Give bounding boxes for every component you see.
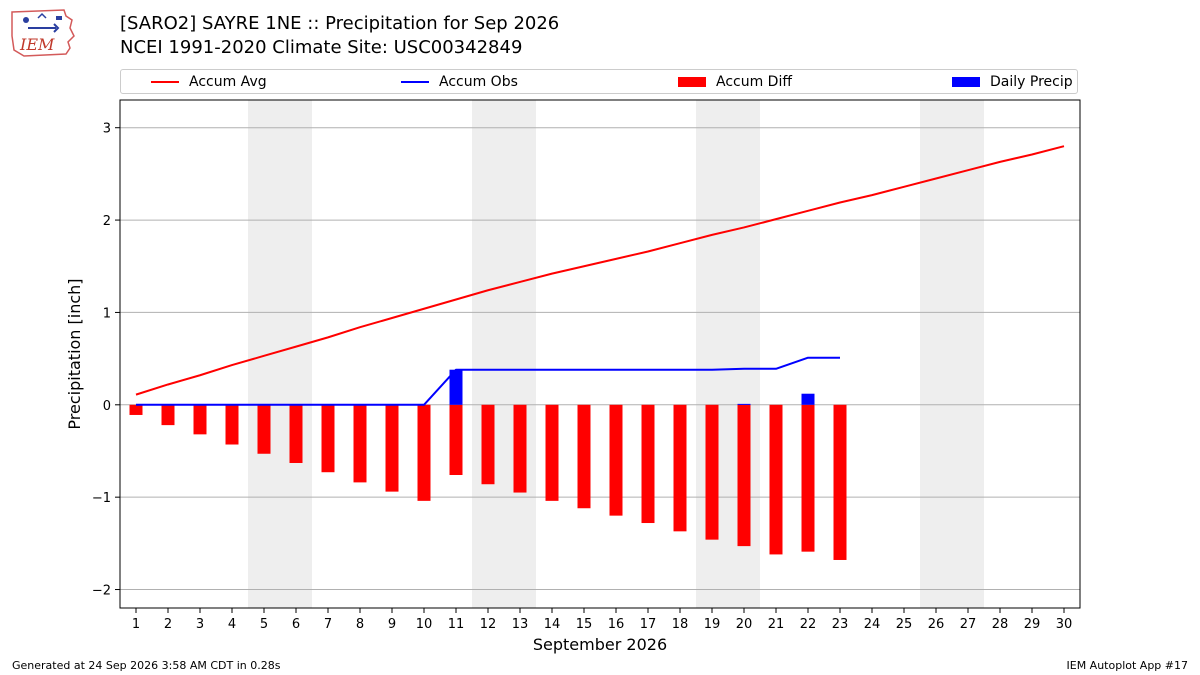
accum-diff-bar (257, 404, 271, 454)
x-tick-label: 12 (480, 617, 497, 632)
bars (129, 369, 847, 560)
y-tick-label: 1 (103, 306, 111, 321)
daily-precip-bar (801, 393, 815, 405)
legend-item-daily-precip: Daily Precip (952, 73, 1073, 91)
x-tick-label: 28 (992, 617, 1009, 632)
x-tick-label: 30 (1056, 617, 1073, 632)
accum-diff-bar (193, 404, 207, 435)
x-tick-label: 17 (640, 617, 657, 632)
accum-diff-bar (801, 404, 815, 552)
x-tick-label: 11 (448, 617, 465, 632)
y-tick-label: 3 (103, 122, 111, 137)
x-tick-label: 9 (388, 617, 396, 632)
x-tick-label: 29 (1024, 617, 1041, 632)
x-tick-label: 27 (960, 617, 977, 632)
accum-diff-bar (449, 404, 463, 475)
x-tick-label: 6 (292, 617, 300, 632)
legend-label-accum-obs: Accum Obs (439, 74, 518, 90)
accum-diff-bar (385, 404, 399, 492)
weekend-band-4 (920, 100, 984, 608)
x-tick-label: 16 (608, 617, 625, 632)
footer-app: IEM Autoplot App #17 (1066, 659, 1189, 672)
y-tick-label: 0 (103, 399, 111, 414)
x-tick-label: 10 (416, 617, 433, 632)
accum-diff-bar (833, 404, 847, 560)
daily-precip-bar (449, 369, 463, 405)
accum-diff-bar (321, 404, 335, 473)
y-tick-label: 2 (103, 214, 111, 229)
accum-diff-bar (513, 404, 527, 493)
x-tick-label: 14 (544, 617, 561, 632)
legend-swatch-accum-avg (151, 81, 179, 83)
x-tick-label: 8 (356, 617, 364, 632)
logo-text: IEM (19, 35, 55, 54)
x-tick-label: 4 (228, 617, 236, 632)
series-lines (135, 145, 1065, 406)
accum-diff-bar (609, 404, 623, 516)
x-tick-label: 5 (260, 617, 268, 632)
daily-precip-bar (737, 403, 751, 405)
accum-diff-bar (225, 404, 239, 445)
x-tick-label: 21 (768, 617, 785, 632)
accum-diff-bar (769, 404, 783, 555)
accum-obs-line (136, 356, 840, 406)
legend-label-accum-avg: Accum Avg (189, 74, 267, 90)
x-tick-label: 26 (928, 617, 945, 632)
legend-label-daily-precip: Daily Precip (990, 74, 1073, 90)
legend-item-accum-obs: Accum Obs (401, 73, 518, 91)
y-tick-label: −2 (92, 584, 111, 599)
x-tick-label: 7 (324, 617, 332, 632)
weekend-band-1 (248, 100, 312, 608)
accum-diff-bar (289, 404, 303, 463)
accum-diff-bar (705, 404, 719, 540)
x-axis-label: September 2026 (533, 635, 667, 654)
accum-diff-bar (161, 404, 175, 426)
accum-diff-bar (417, 404, 431, 501)
accum-diff-bar (545, 404, 559, 501)
x-tick-label: 24 (864, 617, 881, 632)
x-tick-label: 18 (672, 617, 689, 632)
accum-diff-bar (737, 404, 751, 547)
weekend-band-2 (472, 100, 536, 608)
x-tick-label: 22 (800, 617, 817, 632)
chart-title: [SARO2] SAYRE 1NE :: Precipitation for S… (120, 13, 560, 34)
x-tick-label: 13 (512, 617, 529, 632)
x-tick-label: 1 (132, 617, 140, 632)
x-tick-label: 23 (832, 617, 849, 632)
y-axis-label: Precipitation [inch] (65, 278, 84, 429)
y-tick-label: −1 (92, 491, 111, 506)
legend-swatch-accum-diff (678, 77, 706, 87)
iem-logo: IEM (11, 9, 75, 57)
plot-frame (119, 99, 1081, 609)
accum-diff-bar (673, 404, 687, 532)
accum-avg-line (135, 145, 1065, 396)
accum-diff-bar (353, 404, 367, 483)
x-tick-label: 3 (196, 617, 204, 632)
x-tick-label: 15 (576, 617, 593, 632)
accum-diff-bar (577, 404, 591, 509)
accum-diff-bar (129, 404, 143, 415)
legend-item-accum-diff: Accum Diff (678, 73, 792, 91)
footer-generated: Generated at 24 Sep 2026 3:58 AM CDT in … (12, 659, 281, 672)
legend: Accum Avg Accum Obs Accum Diff Daily Pre… (120, 69, 1078, 94)
x-tick-label: 2 (164, 617, 172, 632)
x-tick-label: 19 (704, 617, 721, 632)
accum-diff-bar (481, 404, 495, 485)
legend-label-accum-diff: Accum Diff (716, 74, 793, 90)
chart-subtitle: NCEI 1991-2020 Climate Site: USC00342849 (120, 37, 523, 58)
x-tick-label: 20 (736, 617, 753, 632)
weekend-bands (248, 100, 984, 608)
x-tick-label: 25 (896, 617, 913, 632)
accum-diff-bar (641, 404, 655, 524)
legend-swatch-daily-precip (952, 77, 980, 87)
legend-swatch-accum-obs (401, 81, 429, 83)
legend-item-accum-avg: Accum Avg (151, 73, 267, 91)
